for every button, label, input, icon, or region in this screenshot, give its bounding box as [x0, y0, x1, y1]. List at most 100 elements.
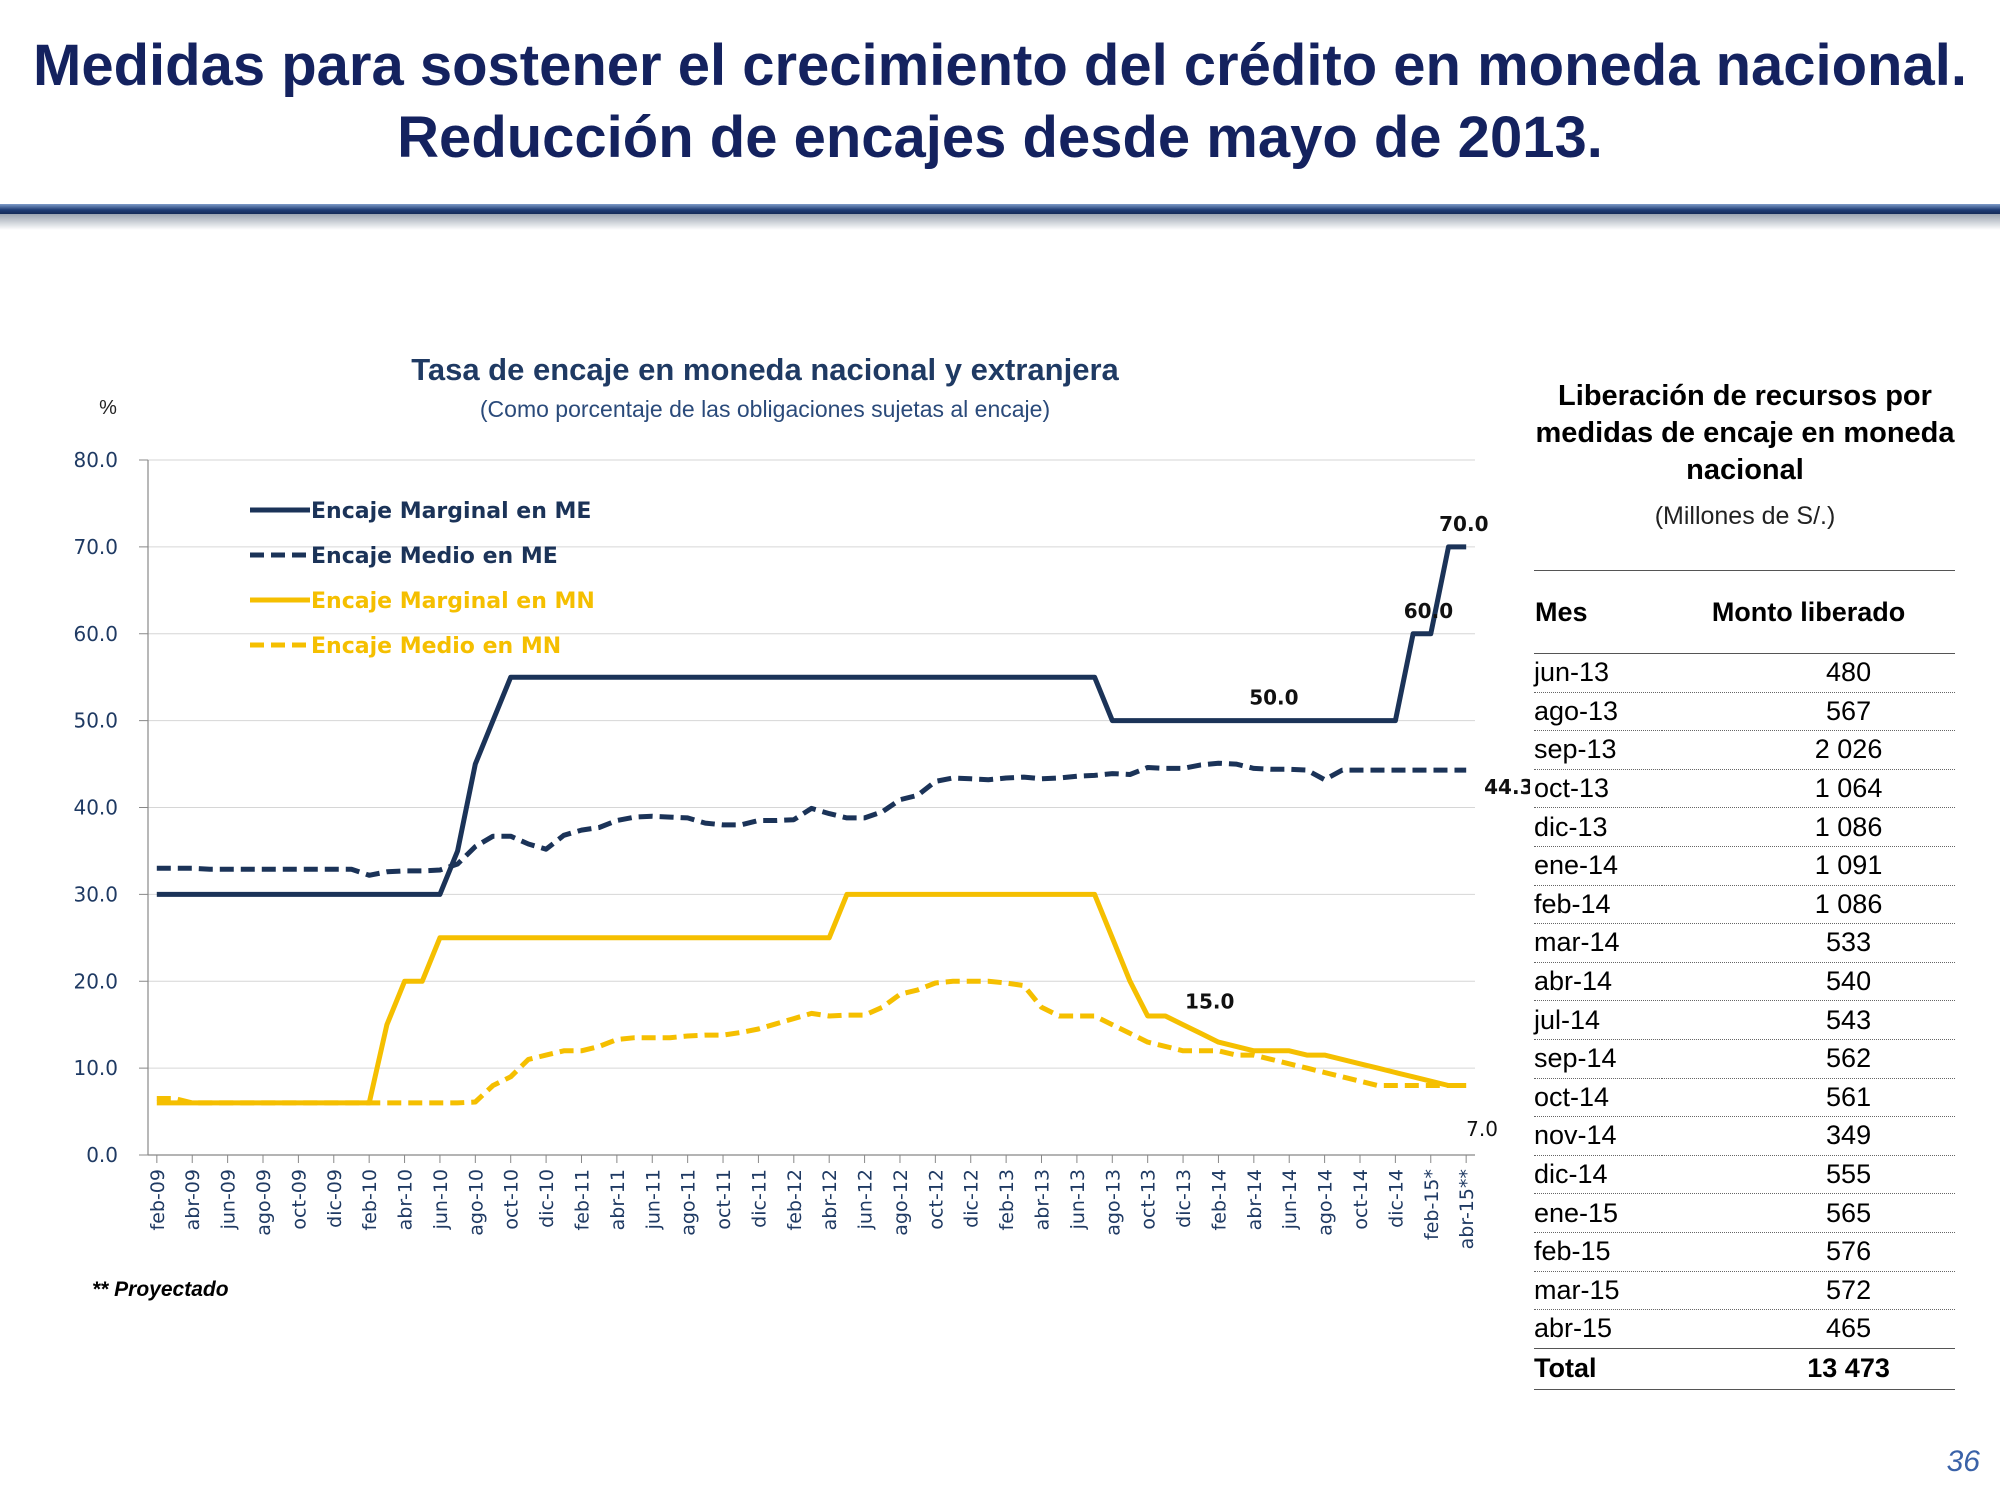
table-row: jul-14 543	[1534, 1000, 1955, 1040]
x-tick-label: ago-10	[465, 1169, 487, 1236]
header-monto: Monto liberado	[1662, 570, 1955, 654]
header-mes: Mes	[1534, 570, 1663, 654]
liberacion-table: Mes Monto liberado jun-13 480 ago-13 567 sep…	[1534, 570, 1955, 1390]
x-tick-label: ago-09	[253, 1169, 275, 1236]
y-tick-label: 70.0	[73, 535, 118, 559]
y-tick-label: 20.0	[73, 969, 118, 993]
x-tick-label: oct-09	[288, 1169, 310, 1230]
x-tick-label: oct-11	[713, 1169, 735, 1230]
x-tick-label: ago-14	[1315, 1169, 1337, 1236]
y-tick-label: 0.0	[86, 1143, 118, 1167]
cell-mes: nov-14	[1534, 1116, 1663, 1156]
footnote: ** Proyectado	[92, 1278, 229, 1301]
x-tick-label: feb-15*	[1421, 1169, 1443, 1240]
table-row: jun-13 480	[1534, 653, 1955, 693]
x-tick-label: jun-10	[430, 1169, 452, 1230]
x-tick-label: abr-11	[607, 1169, 629, 1230]
series-line-4	[156, 978, 1467, 1106]
table-row: nov-14 349	[1534, 1116, 1955, 1156]
data-label: 44.3	[1484, 775, 1530, 799]
x-tick-label: dic-10	[536, 1169, 558, 1228]
table-row: abr-15 465	[1534, 1309, 1955, 1349]
table-total-row: Total 13 473	[1534, 1348, 1955, 1390]
x-tick-label: dic-09	[324, 1169, 346, 1228]
table-row: feb-15 576	[1534, 1232, 1955, 1272]
table-row: ene-15 565	[1534, 1193, 1955, 1233]
x-tick-label: abr-12	[819, 1169, 841, 1230]
cell-monto: 565	[1662, 1193, 1955, 1233]
table-row: mar-14 533	[1534, 923, 1955, 963]
cell-mes: feb-15	[1534, 1232, 1663, 1272]
table-row: ago-13 567	[1534, 692, 1955, 732]
chart-subtitle: (Como porcentaje de las obligaciones suj…	[480, 396, 1050, 422]
cell-mes: abr-14	[1534, 962, 1663, 1002]
x-tick-label: jun-11	[642, 1169, 664, 1230]
cell-mes: sep-14	[1534, 1039, 1663, 1079]
cell-monto: 1 086	[1662, 885, 1955, 925]
x-tick-label: ago-11	[678, 1169, 700, 1236]
table-row: oct-14 561	[1534, 1078, 1955, 1118]
cell-monto: 533	[1662, 923, 1955, 963]
legend-label: Encaje Medio en ME	[311, 544, 558, 569]
table-row: abr-14 540	[1534, 962, 1955, 1002]
x-tick-label: oct-10	[501, 1169, 523, 1230]
series-line-3	[156, 891, 1467, 1106]
y-tick-label: 30.0	[73, 882, 118, 906]
table-header-row: Mes Monto liberado	[1534, 570, 1955, 654]
cell-monto: 567	[1662, 692, 1955, 732]
x-tick-label: abr-15**	[1456, 1169, 1478, 1249]
legend-label: Encaje Marginal en MN	[311, 589, 595, 614]
legend-label: Encaje Marginal en ME	[311, 499, 591, 524]
page-number: 36	[1946, 1445, 1980, 1478]
cell-mes: sep-13	[1534, 730, 1663, 770]
x-tick-label: dic-12	[961, 1169, 983, 1228]
table-row: sep-14 562	[1534, 1039, 1955, 1079]
cell-monto: 561	[1662, 1078, 1955, 1118]
cell-monto: 572	[1662, 1271, 1955, 1311]
x-tick-label: dic-11	[748, 1169, 770, 1228]
x-tick-label: oct-12	[925, 1169, 947, 1230]
cell-monto: 540	[1662, 962, 1955, 1002]
cell-mes: feb-14	[1534, 885, 1663, 925]
cell-mes: ene-15	[1534, 1193, 1663, 1233]
x-tick-label: feb-09	[147, 1169, 169, 1230]
y-tick-label: 80.0	[73, 448, 118, 472]
legend-label: Encaje Medio en MN	[311, 634, 561, 659]
cell-mes: jun-13	[1534, 653, 1663, 693]
x-tick-label: jun-13	[1067, 1169, 1089, 1230]
x-tick-label: dic-14	[1385, 1169, 1407, 1228]
liberacion-table-wrap: Mes Monto liberado jun-13 480 ago-13 567 sep…	[1534, 570, 1955, 1390]
x-tick-label: oct-14	[1350, 1169, 1372, 1230]
cell-monto: 1 086	[1662, 807, 1955, 847]
x-tick-label: feb-11	[571, 1169, 593, 1230]
table-row: dic-13 1 086	[1534, 807, 1955, 847]
y-axis-unit: %	[99, 397, 117, 419]
series-line-1	[156, 544, 1467, 897]
table-body: jun-13 480 ago-13 567 sep-13 2 026 oct-13 1 064…	[1534, 653, 1955, 1390]
data-label: 15.0	[1185, 990, 1234, 1014]
cell-mes: jul-14	[1534, 1000, 1663, 1040]
x-tick-label: feb-14	[1208, 1169, 1230, 1230]
data-label: 70.0	[1439, 512, 1488, 536]
y-tick-label: 10.0	[73, 1056, 118, 1080]
table-title: Liberación de recursos por medidas de en…	[1535, 380, 1955, 486]
cell-monto: 543	[1662, 1000, 1955, 1040]
x-tick-label: feb-13	[996, 1169, 1018, 1230]
cell-monto: 555	[1662, 1155, 1955, 1195]
x-tick-label: oct-13	[1138, 1169, 1160, 1230]
cell-monto: 562	[1662, 1039, 1955, 1079]
x-tick-label: abr-14	[1244, 1169, 1266, 1230]
cell-mes: mar-14	[1534, 923, 1663, 963]
slide-title: Medidas para sostener el crecimiento del…	[33, 33, 1967, 170]
table-row: feb-14 1 086	[1534, 885, 1955, 925]
x-tick-label: abr-10	[395, 1169, 417, 1230]
cell-monto: 1 064	[1662, 769, 1955, 809]
x-tick-label: jun-09	[218, 1169, 240, 1230]
x-tick-label: feb-12	[784, 1169, 806, 1230]
data-label: 60.0	[1404, 599, 1453, 623]
chart-title: Tasa de encaje en moneda nacional y extr…	[411, 352, 1119, 387]
cell-mes: ago-13	[1534, 692, 1663, 732]
x-tick-label: ago-13	[1102, 1169, 1124, 1236]
cell-monto: 576	[1662, 1232, 1955, 1272]
cell-mes: oct-14	[1534, 1078, 1663, 1118]
